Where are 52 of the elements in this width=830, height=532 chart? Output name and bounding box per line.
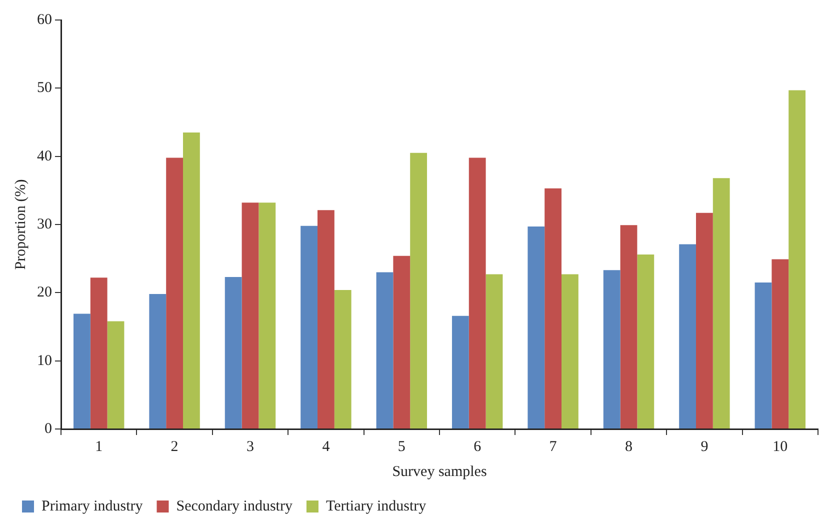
bar — [754, 282, 772, 428]
bar — [410, 152, 428, 428]
y-tick-label: 10 — [37, 352, 52, 369]
bar — [696, 212, 713, 428]
y-axis-title: Proportion (%) — [12, 179, 29, 270]
bar — [679, 244, 696, 428]
y-tick-label: 50 — [37, 80, 52, 96]
bar — [544, 188, 562, 428]
y-tick-label: 20 — [37, 284, 52, 301]
bar — [712, 178, 730, 428]
bar — [603, 270, 620, 428]
bar — [637, 254, 654, 428]
bar — [73, 314, 90, 428]
bar — [107, 321, 124, 428]
bar — [528, 226, 545, 428]
y-tick-label: 30 — [37, 216, 52, 232]
bar — [562, 274, 578, 428]
bar — [393, 256, 410, 428]
bar — [376, 272, 394, 428]
bar — [224, 276, 242, 428]
x-tick-label: 5 — [398, 438, 406, 455]
legend-label: Tertiary industry — [326, 498, 427, 514]
x-tick-label: 6 — [474, 438, 482, 455]
bar — [788, 90, 806, 428]
x-tick-label: 4 — [322, 438, 330, 455]
bar — [258, 202, 276, 428]
x-tick-label: 8 — [625, 438, 632, 455]
y-tick-label: 60 — [37, 12, 52, 28]
legend-label: Primary industry — [42, 498, 144, 514]
bar — [468, 158, 486, 428]
bar — [317, 210, 334, 428]
bar — [149, 294, 166, 428]
bar — [242, 202, 259, 428]
bar — [772, 259, 789, 428]
bar — [183, 132, 200, 428]
y-tick-label: 0 — [44, 420, 52, 437]
x-axis-title: Survey samples — [392, 464, 487, 480]
x-tick-label: 1 — [95, 438, 103, 455]
bar — [334, 290, 352, 428]
bar — [300, 226, 318, 428]
x-tick-label: 2 — [170, 438, 178, 455]
bar — [166, 158, 184, 428]
x-tick-label: 3 — [246, 438, 254, 455]
y-tick-label: 40 — [37, 148, 52, 164]
x-tick-label: 9 — [700, 438, 708, 455]
bar — [452, 316, 469, 428]
bar — [90, 278, 108, 428]
legend-label: Secondary industry — [176, 498, 293, 514]
bar — [620, 225, 638, 428]
x-tick-label: 7 — [549, 438, 558, 455]
bar — [486, 274, 503, 428]
x-tick-label: 10 — [772, 438, 788, 455]
